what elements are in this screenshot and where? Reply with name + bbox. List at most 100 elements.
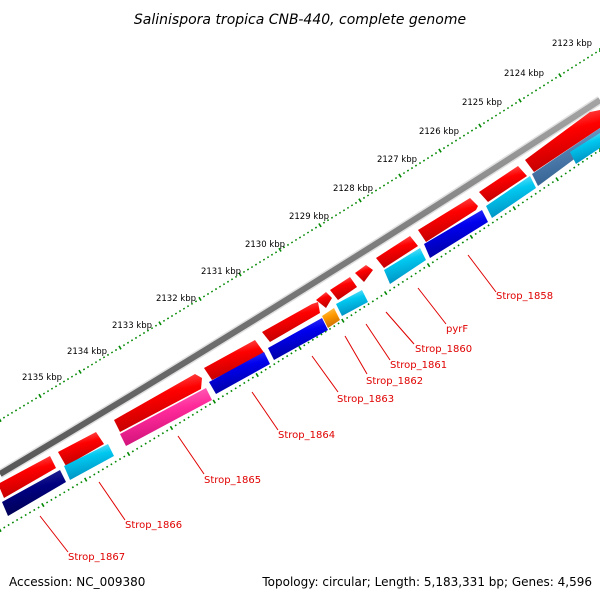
ruler-label-2135: 2135 kbp [22, 373, 62, 383]
cds-forward [525, 110, 600, 172]
major-tick [469, 234, 474, 239]
minor-tick [266, 256, 270, 259]
minor-tick [106, 353, 110, 356]
minor-tick [346, 316, 349, 320]
minor-tick [358, 308, 362, 311]
minor-tick [362, 196, 366, 199]
minor-tick [370, 191, 374, 195]
minor-tick [264, 368, 267, 371]
minor-tick [58, 493, 62, 496]
ruler-label-2125: 2125 kbp [462, 98, 502, 108]
cds-reverse [384, 248, 426, 284]
minor-tick [346, 206, 350, 209]
major-tick [383, 290, 388, 296]
minor-tick [46, 390, 50, 393]
minor-tick [281, 357, 284, 360]
minor-tick [378, 186, 382, 190]
minor-tick [154, 324, 158, 327]
minor-tick [150, 327, 154, 330]
minor-tick [191, 413, 194, 416]
minor-tick [226, 280, 230, 283]
minor-tick [582, 59, 586, 62]
cds-reverse [64, 444, 114, 480]
minor-tick [30, 399, 34, 402]
minor-tick [262, 258, 266, 261]
minor-tick [3, 526, 6, 529]
minor-tick [462, 134, 466, 137]
minor-tick [498, 111, 502, 115]
minor-tick [414, 272, 417, 275]
minor-tick [542, 84, 546, 87]
minor-tick [543, 186, 546, 190]
leader-line [177, 435, 205, 475]
cds-reverse [336, 290, 368, 316]
minor-tick [54, 385, 58, 388]
minor-tick [530, 91, 534, 95]
minor-tick [410, 167, 414, 170]
minor-tick [286, 355, 289, 358]
minor-tick [454, 139, 458, 142]
minor-tick [234, 387, 237, 390]
minor-tick [166, 317, 170, 320]
reverse-strand-features [2, 128, 600, 516]
minor-tick [388, 289, 392, 292]
minor-tick [71, 486, 74, 489]
cds-forward [479, 166, 527, 202]
minor-tick [342, 209, 346, 212]
leader-line [365, 323, 391, 361]
cds-forward [355, 265, 373, 282]
gene-label-strop-1865: Strop_1865 [204, 475, 261, 486]
leader-line [98, 481, 126, 521]
minor-tick [461, 241, 464, 244]
minor-tick [547, 183, 550, 187]
minor-tick [122, 344, 126, 347]
minor-tick [586, 157, 589, 160]
minor-tick [483, 227, 486, 230]
major-tick [512, 206, 517, 211]
minor-tick [50, 387, 54, 390]
cds-reverse [424, 210, 488, 258]
minor-tick [303, 344, 306, 347]
minor-tick [33, 508, 36, 512]
minor-tick [466, 238, 469, 241]
major-tick [478, 123, 482, 128]
cds-forward [316, 292, 332, 308]
minor-tick [273, 363, 276, 366]
cds-forward [58, 432, 104, 466]
minor-tick [247, 379, 250, 382]
minor-tick [371, 300, 374, 303]
major-tick [78, 369, 82, 374]
minor-tick [594, 151, 597, 155]
cds-reverse [268, 318, 328, 360]
minor-tick [190, 302, 194, 305]
minor-tick [328, 327, 332, 330]
minor-tick [200, 408, 203, 411]
minor-tick [20, 516, 23, 519]
minor-tick [514, 101, 518, 105]
minor-tick [286, 243, 290, 246]
minor-tick [174, 312, 178, 315]
minor-tick [217, 397, 220, 401]
minor-tick [66, 378, 70, 381]
major-tick [41, 502, 45, 508]
minor-tick [210, 290, 214, 293]
minor-tick [254, 263, 258, 266]
major-tick [278, 247, 282, 252]
minor-tick [243, 381, 246, 385]
minor-tick [2, 416, 6, 419]
minor-tick [183, 419, 186, 422]
minor-tick [578, 61, 582, 64]
minor-tick [222, 283, 226, 286]
gene-label-strop-1861: Strop_1861 [390, 360, 447, 371]
minor-tick [302, 233, 306, 237]
ruler-label-2134: 2134 kbp [67, 347, 107, 357]
minor-tick [130, 339, 134, 342]
minor-tick [380, 294, 383, 297]
minor-tick [208, 403, 212, 406]
leader-line [311, 355, 339, 393]
minor-tick [140, 445, 143, 448]
minor-tick [390, 179, 394, 182]
minor-tick [478, 230, 482, 233]
minor-tick [491, 221, 494, 224]
minor-tick [166, 429, 169, 432]
